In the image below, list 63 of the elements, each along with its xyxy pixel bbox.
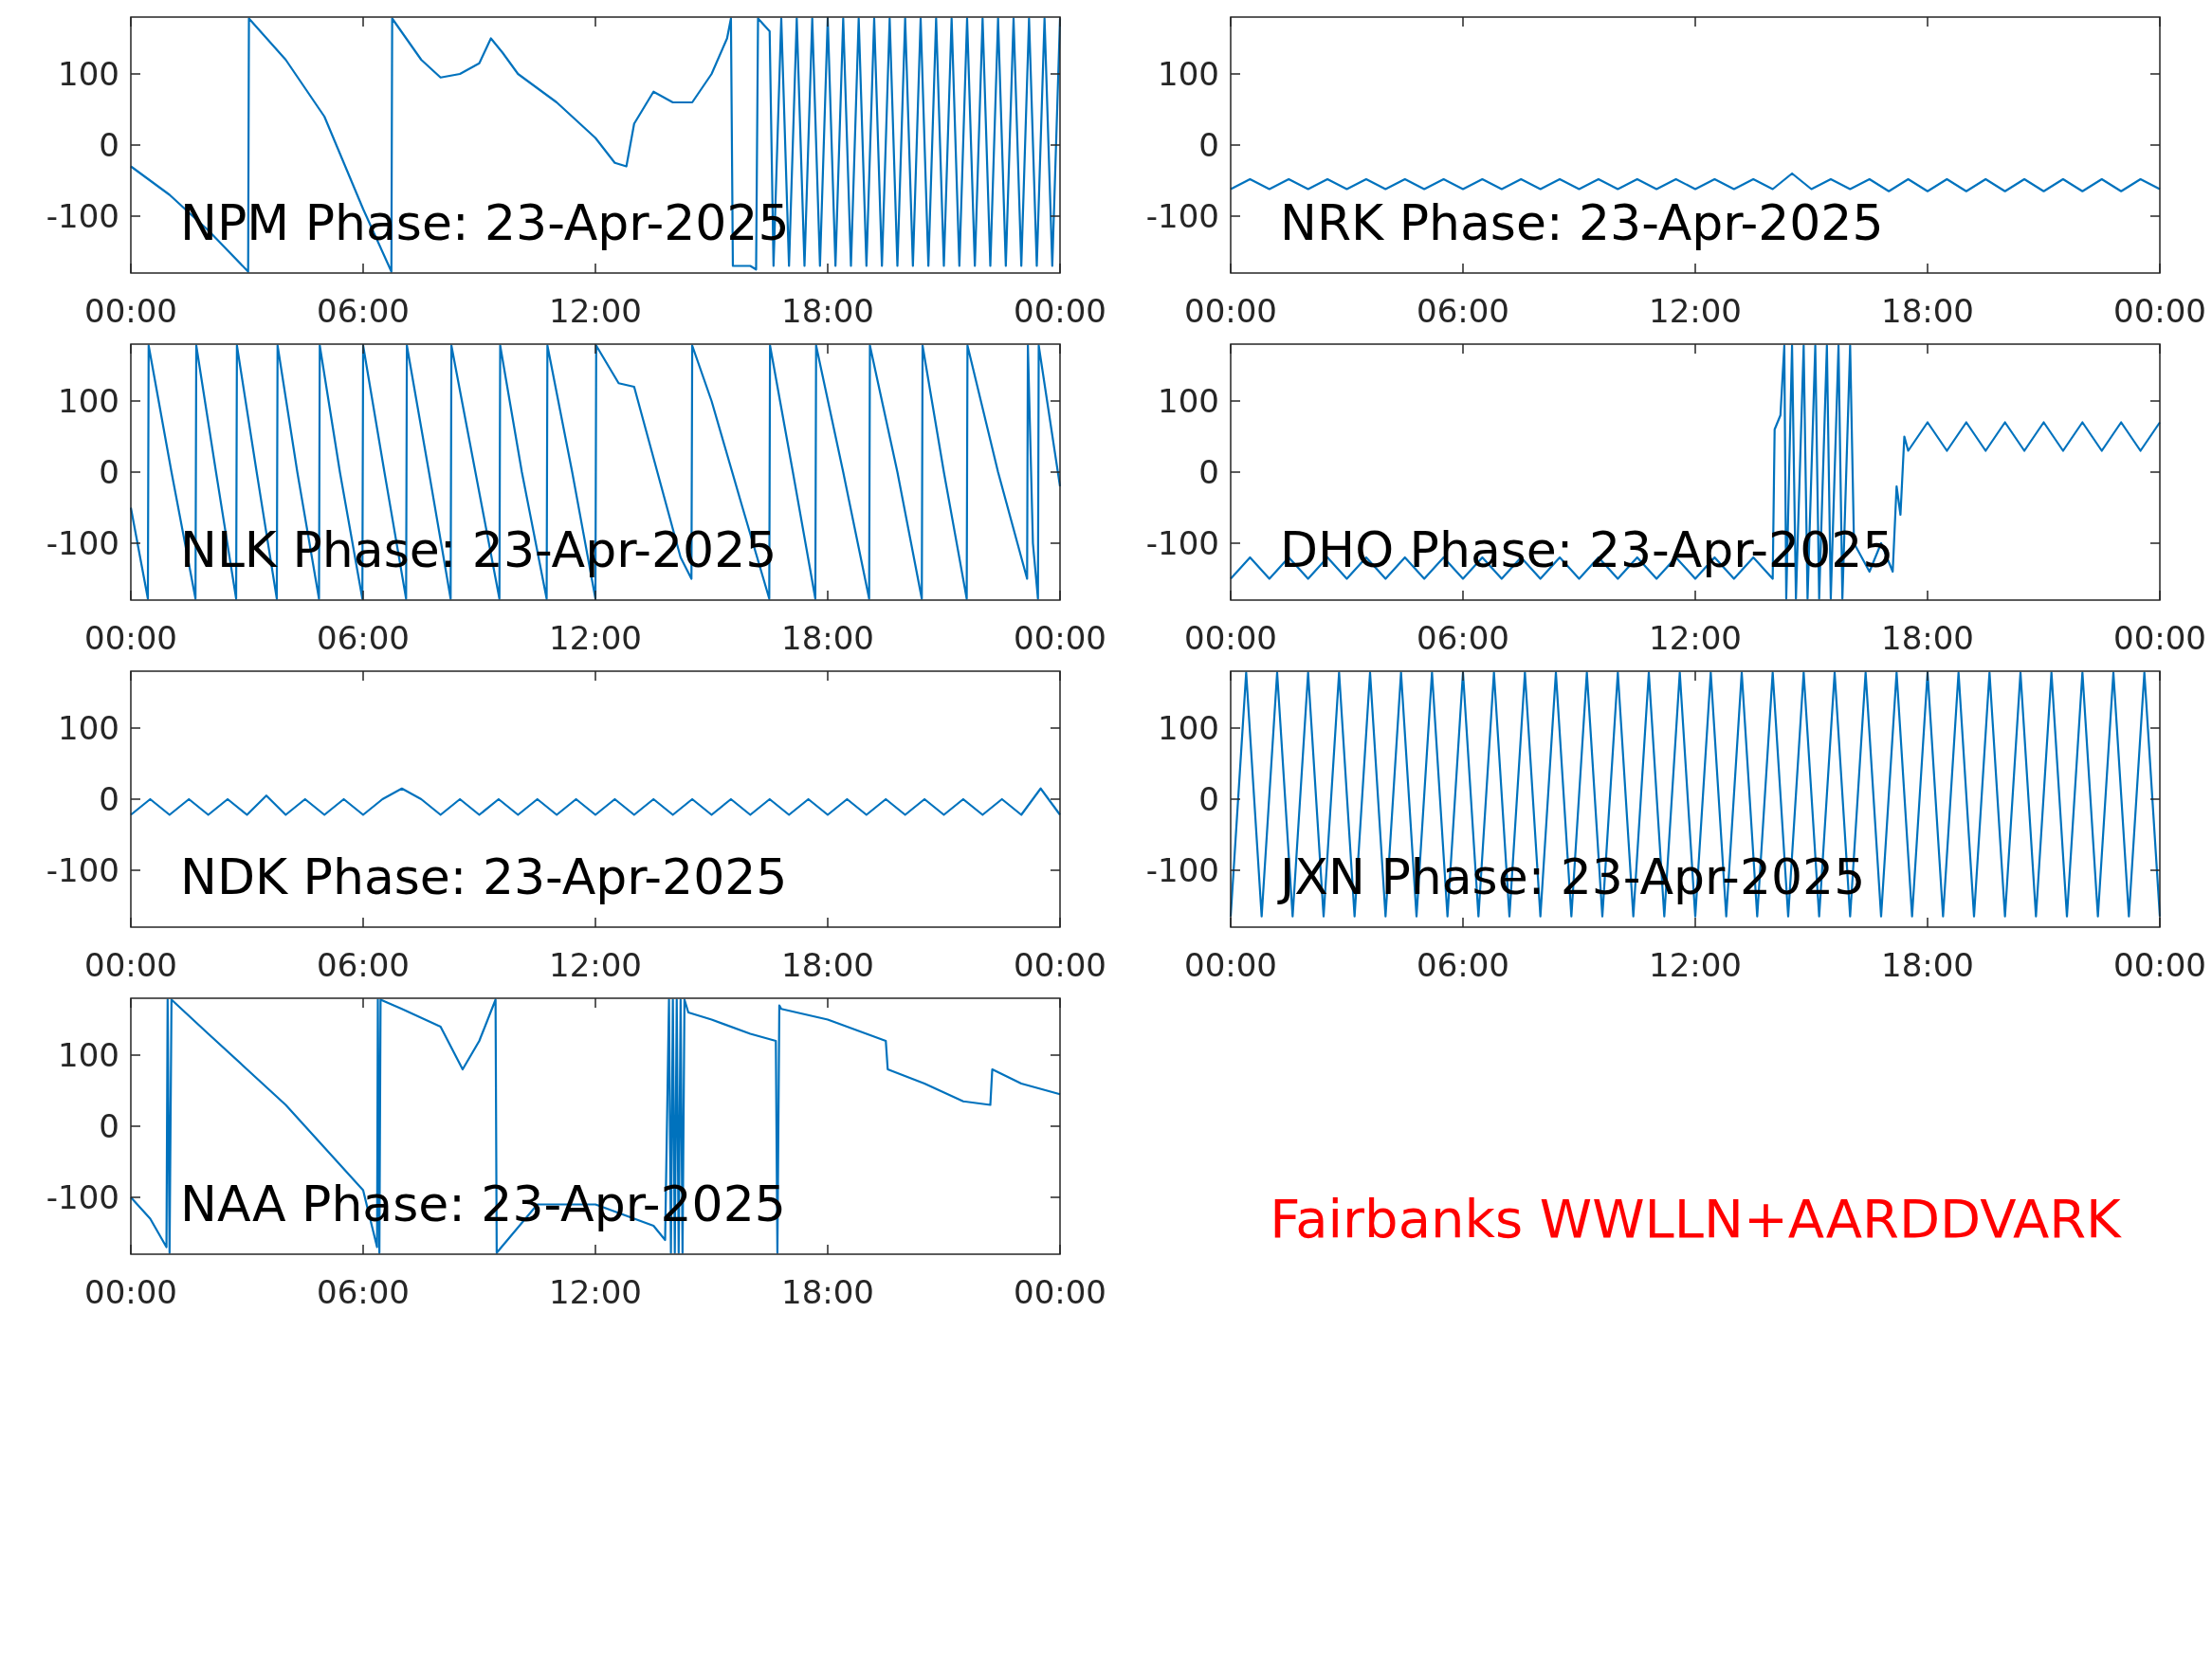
x-tick-label: 12:00 [549, 1273, 642, 1311]
x-tick-label: 00:00 [1014, 619, 1106, 657]
x-tick-label: 00:00 [1184, 946, 1277, 984]
y-tick-label: -100 [46, 196, 119, 235]
x-tick-label: 12:00 [549, 619, 642, 657]
x-tick-label: 00:00 [84, 1273, 177, 1311]
y-tick-label: 100 [1158, 708, 1219, 747]
x-tick-label: 18:00 [781, 292, 874, 330]
y-tick-label: 0 [1198, 125, 1219, 164]
x-tick-label: 00:00 [1184, 619, 1277, 657]
y-tick-label: 100 [58, 54, 119, 93]
line-series [1229, 172, 2162, 192]
y-tick-label: -100 [46, 850, 119, 889]
x-tick-label: 06:00 [317, 946, 410, 984]
y-tick-label: -100 [46, 523, 119, 562]
line-series [129, 787, 1062, 816]
y-tick-label: -100 [1145, 196, 1219, 235]
x-tick-label: 06:00 [1417, 292, 1509, 330]
y-tick-label: 0 [1198, 452, 1219, 491]
y-tick-label: 0 [99, 1106, 119, 1145]
x-tick-label: 12:00 [1649, 292, 1742, 330]
x-tick-label: 12:00 [549, 946, 642, 984]
y-tick-label: 100 [1158, 54, 1219, 93]
y-tick-label: 100 [58, 1035, 119, 1074]
x-tick-label: 00:00 [2113, 619, 2206, 657]
y-tick-label: 100 [1158, 381, 1219, 420]
line-series [129, 998, 1062, 1254]
x-tick-label: 18:00 [781, 946, 874, 984]
x-tick-label: 00:00 [1014, 946, 1106, 984]
x-tick-label: 00:00 [84, 619, 177, 657]
x-tick-label: 18:00 [781, 1273, 874, 1311]
y-tick-label: 100 [58, 381, 119, 420]
text: NRK Phase: 23-Apr-2025 [1280, 194, 1884, 251]
line-series [1229, 344, 2162, 600]
text: Fairbanks WWLLN+AARDDVARK [1270, 1188, 2123, 1249]
x-tick-label: 12:00 [549, 292, 642, 330]
x-tick-label: 00:00 [1014, 292, 1106, 330]
y-tick-label: 0 [99, 125, 119, 164]
x-tick-label: 06:00 [317, 292, 410, 330]
x-tick-label: 00:00 [2113, 292, 2206, 330]
x-tick-label: 00:00 [84, 292, 177, 330]
y-tick-label: 0 [99, 452, 119, 491]
x-tick-label: 18:00 [781, 619, 874, 657]
x-tick-label: 00:00 [1014, 1273, 1106, 1311]
y-tick-label: -100 [46, 1177, 119, 1216]
x-tick-label: 00:00 [2113, 946, 2206, 984]
x-tick-label: 12:00 [1649, 619, 1742, 657]
x-tick-label: 06:00 [1417, 619, 1509, 657]
y-tick-label: 0 [99, 779, 119, 818]
x-tick-label: 06:00 [1417, 946, 1509, 984]
y-tick-label: -100 [1145, 850, 1219, 889]
x-tick-label: 00:00 [84, 946, 177, 984]
y-tick-label: 0 [1198, 779, 1219, 818]
x-tick-label: 18:00 [1881, 619, 1974, 657]
y-tick-label: 100 [58, 708, 119, 747]
text: NDK Phase: 23-Apr-2025 [180, 848, 788, 905]
x-tick-label: 06:00 [317, 1273, 410, 1311]
x-tick-label: 18:00 [1881, 946, 1974, 984]
x-tick-label: 18:00 [1881, 292, 1974, 330]
y-tick-label: -100 [1145, 523, 1219, 562]
x-tick-label: 00:00 [1184, 292, 1277, 330]
x-tick-label: 06:00 [317, 619, 410, 657]
x-tick-label: 12:00 [1649, 946, 1742, 984]
